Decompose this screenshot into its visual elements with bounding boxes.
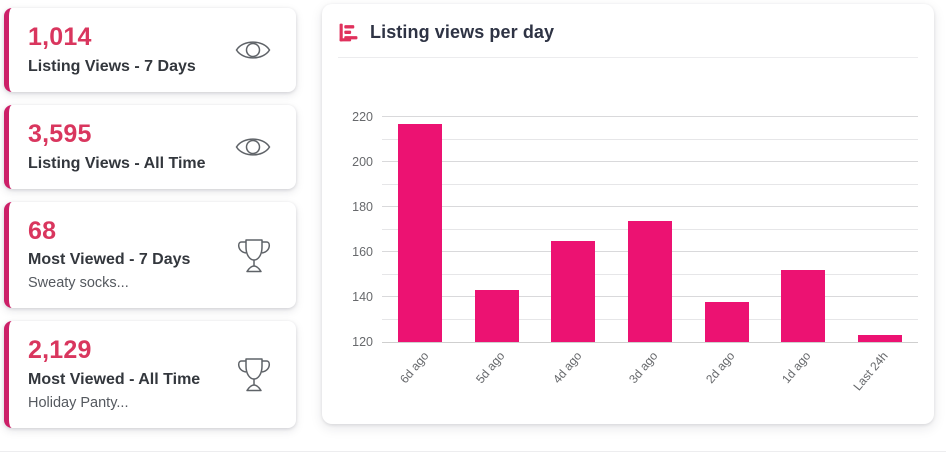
stat-label: Most Viewed - All Time	[28, 370, 201, 388]
trophy-icon	[236, 235, 272, 275]
eye-icon	[234, 133, 272, 161]
chart-plot-wrap: 120 140 160 180 200 220 6d ago 5d ago 4d ago 3d a…	[352, 110, 918, 393]
stat-card-listing-views-7d: 1,014 Listing Views - 7 Days	[4, 8, 296, 92]
y-tick-label: 220	[352, 110, 373, 124]
stat-card-listing-views-alltime: 3,595 Listing Views - All Time	[4, 104, 296, 189]
stat-label: Most Viewed - 7 Days	[28, 251, 191, 269]
stat-value: 1,014	[28, 23, 92, 51]
listing-views-chart-panel: Listing views per day 120 140 160 180 200 220…	[322, 4, 934, 424]
stat-text: 3,595 Listing Views - All Time	[28, 120, 206, 174]
chart-title: Listing views per day	[370, 22, 555, 42]
page-bottom-divider	[0, 451, 946, 452]
y-tick-label: 160	[352, 245, 373, 259]
stat-subtitle: Sweaty socks...	[28, 275, 129, 292]
chart-panel-header: Listing views per day	[322, 4, 934, 57]
stat-value: 3,595	[28, 119, 92, 148]
gridline	[382, 206, 918, 207]
bar-6d-ago[interactable]	[398, 123, 443, 342]
stat-value: 2,129	[28, 336, 92, 365]
bar-last-24h[interactable]	[857, 335, 902, 342]
header-divider	[338, 57, 918, 58]
bar-5d-ago[interactable]	[474, 290, 519, 342]
bar-2d-ago[interactable]	[704, 301, 749, 342]
stat-label: Listing Views - All Time	[28, 154, 206, 172]
horizontal-bar-chart-icon	[338, 22, 359, 43]
y-tick-label: 180	[352, 200, 373, 214]
y-tick-label: 200	[352, 155, 373, 169]
stat-text: 68 Most Viewed - 7 Days Sweaty socks...	[28, 217, 190, 294]
y-tick-label: 120	[352, 335, 373, 349]
bar-4d-ago[interactable]	[551, 240, 596, 342]
stat-subtitle: Holiday Panty...	[28, 394, 129, 411]
gridline	[382, 116, 918, 117]
stat-label: Listing Views - 7 Days	[28, 57, 196, 75]
stat-value: 68	[28, 216, 57, 245]
plot-area: 120 140 160 180 200 220 6d ago 5d ago 4d ago 3d a…	[352, 110, 918, 393]
gridline	[382, 161, 918, 162]
bar-3d-ago[interactable]	[628, 220, 672, 342]
trophy-icon	[236, 354, 272, 394]
y-tick-label: 140	[352, 290, 373, 304]
eye-icon	[234, 36, 272, 64]
stat-text: 2,129 Most Viewed - All Time Holiday Pan…	[28, 336, 200, 413]
bar-1d-ago[interactable]	[781, 270, 826, 342]
stat-card-most-viewed-7d: 68 Most Viewed - 7 Days Sweaty socks...	[4, 201, 296, 309]
gridline	[382, 183, 918, 185]
stats-column: 1,014 Listing Views - 7 Days 3,595 Listi…	[4, 8, 296, 428]
gridline	[382, 138, 918, 140]
stat-card-most-viewed-alltime: 2,129 Most Viewed - All Time Holiday Pan…	[4, 321, 296, 428]
stat-text: 1,014 Listing Views - 7 Days	[28, 23, 196, 77]
